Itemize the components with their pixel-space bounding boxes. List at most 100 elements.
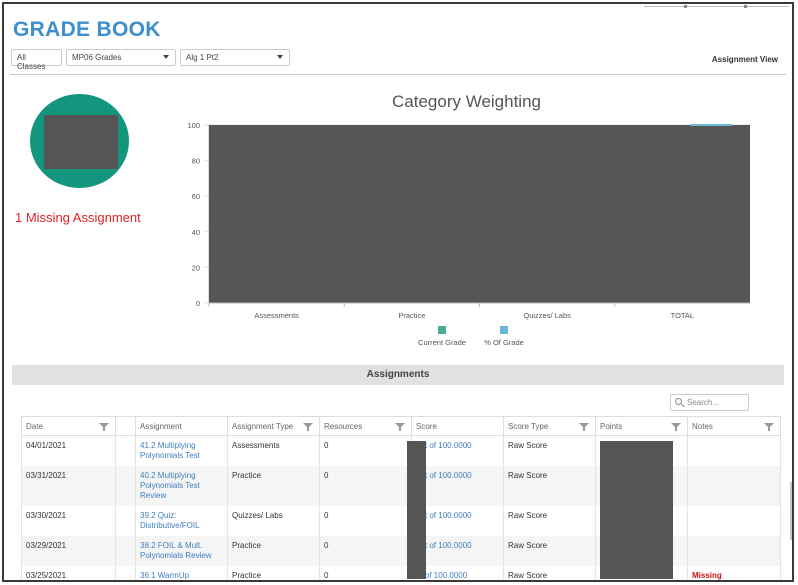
classes-filter[interactable]: All Classes (11, 49, 62, 71)
assignment-link-text[interactable]: 39.2 Quiz: Distributive/FOIL (140, 511, 200, 530)
date-cell-text: 03/25/2021 (26, 571, 67, 580)
column-header-assignment[interactable]: Assignment (135, 416, 228, 436)
column-header-score[interactable]: Score (411, 416, 504, 436)
column-header-date[interactable]: Date (21, 416, 116, 436)
score-redaction (407, 441, 426, 579)
score-type-cell: Raw Score (503, 506, 596, 536)
score-cell-text: out of 100.0000 (416, 511, 472, 520)
filter-icon[interactable] (579, 423, 589, 431)
missing-assignment-count[interactable]: 1 Missing Assignment (15, 210, 141, 225)
top-toolbar-edge (644, 5, 789, 12)
assignment-type-cell: Quizzes/ Labs (227, 506, 320, 536)
assignment-view-link[interactable]: Assignment View (711, 55, 778, 64)
legend-label-percent-of-grade: % Of Grade (484, 338, 524, 347)
date-cell: 04/01/2021 (21, 435, 116, 466)
x-tick-label: Practice (398, 311, 425, 320)
column-header-label: Resources (324, 421, 363, 431)
search-icon (675, 398, 682, 405)
filter-icon[interactable] (395, 423, 405, 431)
column-header-resources[interactable]: Resources (319, 416, 412, 436)
column-header-points[interactable]: Points (595, 416, 688, 436)
legend-current-grade[interactable]: Current Grade (412, 326, 472, 347)
avatar-redaction (44, 115, 118, 169)
column-header-label: Score (416, 421, 437, 431)
assignment-link-text[interactable]: 40.2 Multiplying Polynomials Test Review (140, 471, 200, 500)
assignment-link[interactable]: 41.2 Multiplying Polynomials Test (135, 435, 228, 466)
resources-cell[interactable]: 0 (319, 466, 412, 506)
notes-cell (687, 536, 781, 566)
filter-icon[interactable] (99, 423, 109, 431)
chevron-down-icon (277, 55, 283, 59)
assignment-link-text[interactable]: 36.1 WarmUp (140, 571, 190, 580)
column-header-notes[interactable]: Notes (687, 416, 781, 436)
assignment-link-text[interactable]: 41.2 Multiplying Polynomials Test (140, 441, 200, 460)
blank-cell (115, 566, 136, 580)
grades-dropdown-value: MP06 Grades (72, 53, 122, 62)
y-tick-label: 40 (192, 228, 200, 237)
legend-label-current-grade: Current Grade (418, 338, 466, 347)
filter-icon[interactable] (764, 423, 774, 431)
assignment-type-cell: Assessments (227, 435, 320, 466)
column-header-blank (115, 416, 136, 436)
classes-filter-value: All Classes (17, 53, 46, 71)
resources-cell[interactable]: 0 (319, 566, 412, 580)
assignment-type-cell-text: Practice (232, 541, 261, 550)
score-cell-text: out of 100.0000 (416, 441, 472, 450)
score-cell: out of 100.0000 (411, 435, 504, 466)
assignment-link[interactable]: 38.2 FOIL & Mult. Polynomials Review (135, 536, 228, 566)
score-cell: ut of 100.0000 (411, 566, 504, 580)
notes-cell: Missing (687, 566, 781, 580)
filter-icon[interactable] (303, 423, 313, 431)
y-tick-label: 80 (192, 157, 200, 166)
date-cell: 03/29/2021 (21, 536, 116, 566)
resources-cell[interactable]: 0 (319, 536, 412, 566)
total-bar-peek (690, 124, 732, 126)
filter-icon[interactable] (671, 423, 681, 431)
column-header-label: Points (600, 421, 623, 431)
score-type-cell-text: Raw Score (508, 541, 548, 550)
search-input[interactable]: Search... (670, 394, 749, 411)
assignment-link[interactable]: 36.1 WarmUp (135, 566, 228, 580)
scrollbar-thumb[interactable] (790, 482, 792, 540)
resources-cell-text[interactable]: 0 (324, 471, 329, 480)
x-tick-label: Quizzes/ Labs (523, 311, 571, 320)
assignment-link[interactable]: 40.2 Multiplying Polynomials Test Review (135, 466, 228, 506)
column-header-label: Assignment (140, 421, 182, 431)
course-dropdown-value: Alg 1 Pt2 (186, 53, 219, 62)
score-cell: out of 100.0000 (411, 506, 504, 536)
score-cell: out of 100.0000 (411, 536, 504, 566)
resources-cell-text[interactable]: 0 (324, 541, 329, 550)
score-cell: out of 100.0000 (411, 466, 504, 506)
blank-cell (115, 435, 136, 466)
chevron-down-icon (163, 55, 169, 59)
grades-dropdown[interactable]: MP06 Grades (66, 49, 176, 66)
chart-plot-redaction (209, 125, 750, 303)
table-row[interactable]: 03/25/2021 36.1 WarmUp Practice 0 ut of 100.… (21, 566, 781, 580)
resources-cell[interactable]: 0 (319, 506, 412, 536)
column-header-score-type[interactable]: Score Type (503, 416, 596, 436)
assignment-type-cell-text: Practice (232, 571, 261, 580)
blank-cell (115, 466, 136, 506)
score-type-cell: Raw Score (503, 435, 596, 466)
score-type-cell: Raw Score (503, 536, 596, 566)
assignment-link[interactable]: 39.2 Quiz: Distributive/FOIL (135, 506, 228, 536)
header-divider (10, 74, 786, 75)
resources-cell-text[interactable]: 0 (324, 571, 329, 580)
legend-percent-of-grade[interactable]: % Of Grade (474, 326, 534, 347)
resources-cell[interactable]: 0 (319, 435, 412, 466)
date-cell-text: 04/01/2021 (26, 441, 67, 450)
course-dropdown[interactable]: Alg 1 Pt2 (180, 49, 290, 66)
assignment-link-text[interactable]: 38.2 FOIL & Mult. Polynomials Review (140, 541, 212, 560)
score-cell-text: out of 100.0000 (416, 471, 472, 480)
x-tick-label: TOTAL (671, 311, 694, 320)
blank-cell (115, 506, 136, 536)
assignment-type-cell: Practice (227, 466, 320, 506)
column-header-label: Assignment Type (232, 421, 294, 431)
category-weighting-chart: 0 20 40 60 80 100 Assessments Practice Quizzes/… (187, 121, 750, 320)
y-tick-label: 60 (192, 192, 200, 201)
column-header-assignment-type[interactable]: Assignment Type (227, 416, 320, 436)
y-tick-label: 20 (192, 263, 200, 272)
y-tick-label: 0 (196, 299, 200, 308)
resources-cell-text[interactable]: 0 (324, 511, 329, 520)
resources-cell-text[interactable]: 0 (324, 441, 329, 450)
